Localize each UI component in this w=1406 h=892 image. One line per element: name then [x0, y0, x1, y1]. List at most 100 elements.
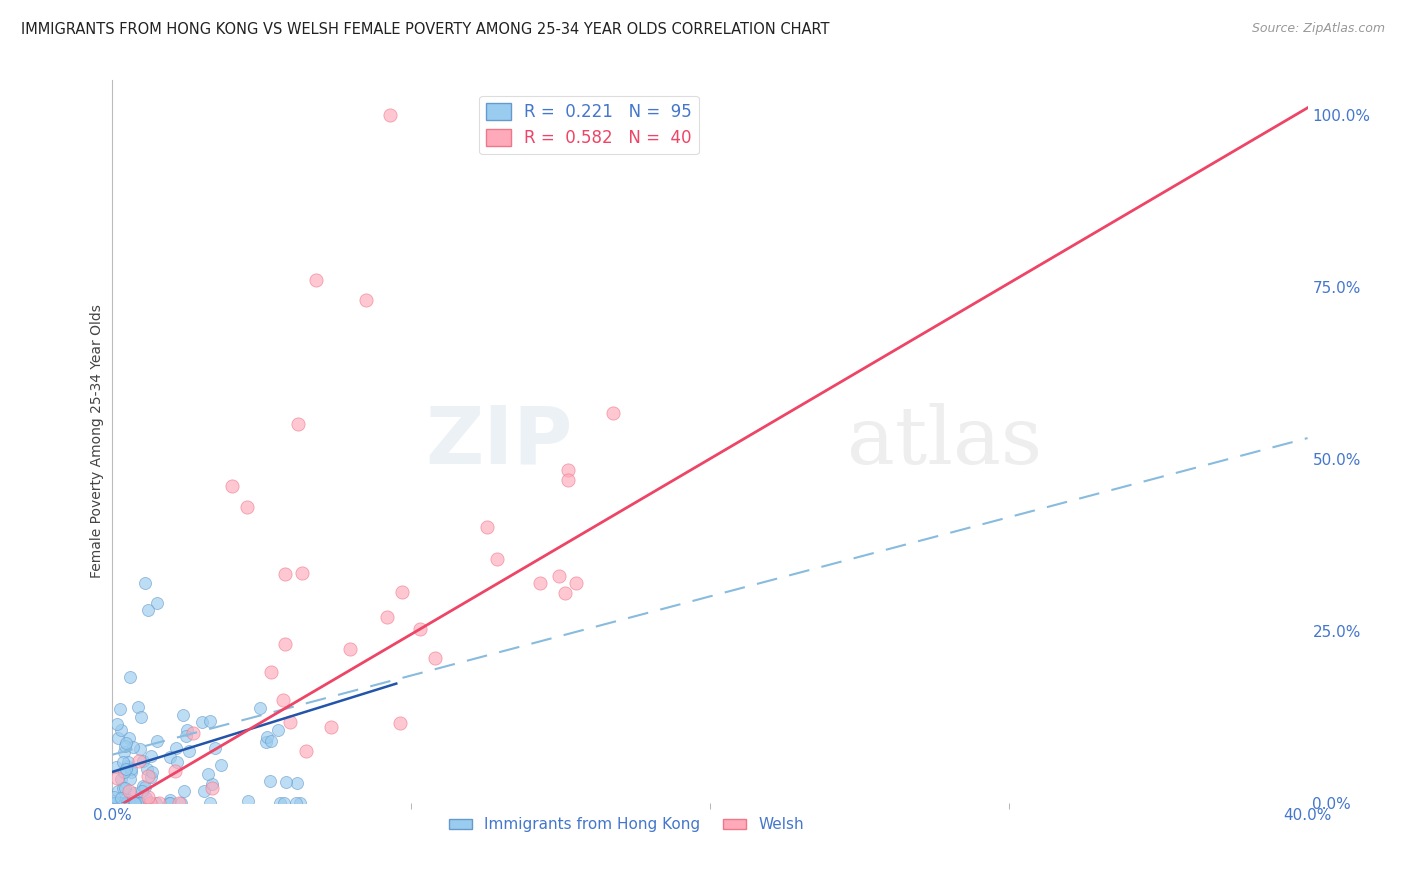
Point	[105, 716, 128, 731]
Point	[135, 790, 157, 805]
Point	[115, 795, 138, 809]
Point	[122, 796, 145, 810]
Point	[129, 710, 152, 724]
Point	[128, 796, 150, 810]
Point	[104, 760, 127, 774]
Point	[173, 783, 195, 797]
Point	[204, 741, 226, 756]
Point	[159, 749, 181, 764]
Point	[121, 762, 143, 776]
Point	[254, 734, 277, 748]
Point	[193, 784, 215, 798]
Point	[115, 796, 138, 810]
Point	[287, 417, 309, 432]
Point	[529, 575, 551, 590]
Point	[117, 796, 139, 810]
Point	[117, 793, 139, 807]
Point	[170, 796, 193, 810]
Point	[554, 586, 576, 600]
Point	[557, 473, 579, 487]
Point	[108, 796, 131, 810]
Point	[166, 755, 188, 769]
Point	[425, 651, 447, 665]
Point	[103, 789, 125, 804]
Point	[118, 731, 141, 745]
Point	[166, 740, 188, 755]
Point	[249, 700, 271, 714]
Point	[112, 796, 135, 810]
Point	[356, 293, 378, 308]
Point	[141, 748, 163, 763]
Point	[111, 780, 134, 795]
Point	[409, 622, 432, 636]
Point	[132, 780, 155, 794]
Point	[114, 736, 136, 750]
Point	[209, 757, 232, 772]
Point	[110, 772, 132, 786]
Point	[159, 796, 181, 810]
Point	[183, 726, 205, 740]
Point	[101, 796, 124, 810]
Point	[107, 731, 129, 745]
Y-axis label: Female Poverty Among 25-34 Year Olds: Female Poverty Among 25-34 Year Olds	[90, 304, 104, 579]
Point	[112, 745, 135, 759]
Text: Source: ZipAtlas.com: Source: ZipAtlas.com	[1251, 22, 1385, 36]
Point	[108, 701, 131, 715]
Point	[146, 596, 169, 610]
Point	[339, 642, 361, 657]
Point	[114, 762, 136, 776]
Point	[305, 273, 328, 287]
Point	[132, 754, 155, 768]
Point	[121, 739, 143, 754]
Text: IMMIGRANTS FROM HONG KONG VS WELSH FEMALE POVERTY AMONG 25-34 YEAR OLDS CORRELAT: IMMIGRANTS FROM HONG KONG VS WELSH FEMAL…	[21, 22, 830, 37]
Point	[269, 796, 291, 810]
Point	[391, 585, 413, 599]
Point	[134, 575, 156, 590]
Point	[118, 784, 141, 798]
Text: ZIP: ZIP	[426, 402, 572, 481]
Point	[103, 794, 125, 808]
Point	[138, 603, 160, 617]
Point	[602, 406, 624, 420]
Point	[174, 729, 197, 743]
Point	[118, 796, 141, 810]
Point	[295, 744, 318, 758]
Point	[139, 770, 162, 784]
Point	[129, 796, 152, 810]
Point	[547, 568, 569, 582]
Point	[101, 796, 124, 810]
Point	[131, 783, 153, 797]
Point	[146, 733, 169, 747]
Point	[115, 759, 138, 773]
Point	[290, 796, 312, 810]
Point	[136, 769, 159, 783]
Point	[236, 500, 259, 514]
Point	[221, 479, 243, 493]
Point	[104, 796, 127, 810]
Point	[200, 796, 222, 810]
Point	[136, 789, 159, 804]
Point	[110, 790, 132, 805]
Point	[139, 796, 162, 810]
Point	[112, 764, 135, 779]
Point	[107, 784, 129, 798]
Legend: Immigrants from Hong Kong, Welsh: Immigrants from Hong Kong, Welsh	[443, 812, 810, 838]
Point	[145, 796, 167, 810]
Point	[127, 699, 149, 714]
Point	[117, 755, 139, 769]
Point	[167, 796, 190, 810]
Point	[238, 794, 260, 808]
Point	[285, 776, 308, 790]
Point	[201, 780, 224, 795]
Point	[201, 777, 224, 791]
Point	[124, 796, 146, 810]
Point	[260, 734, 283, 748]
Point	[198, 714, 221, 728]
Point	[120, 796, 142, 810]
Point	[148, 796, 170, 810]
Point	[128, 754, 150, 768]
Point	[105, 771, 128, 785]
Point	[159, 793, 181, 807]
Point	[557, 463, 579, 477]
Point	[380, 108, 402, 122]
